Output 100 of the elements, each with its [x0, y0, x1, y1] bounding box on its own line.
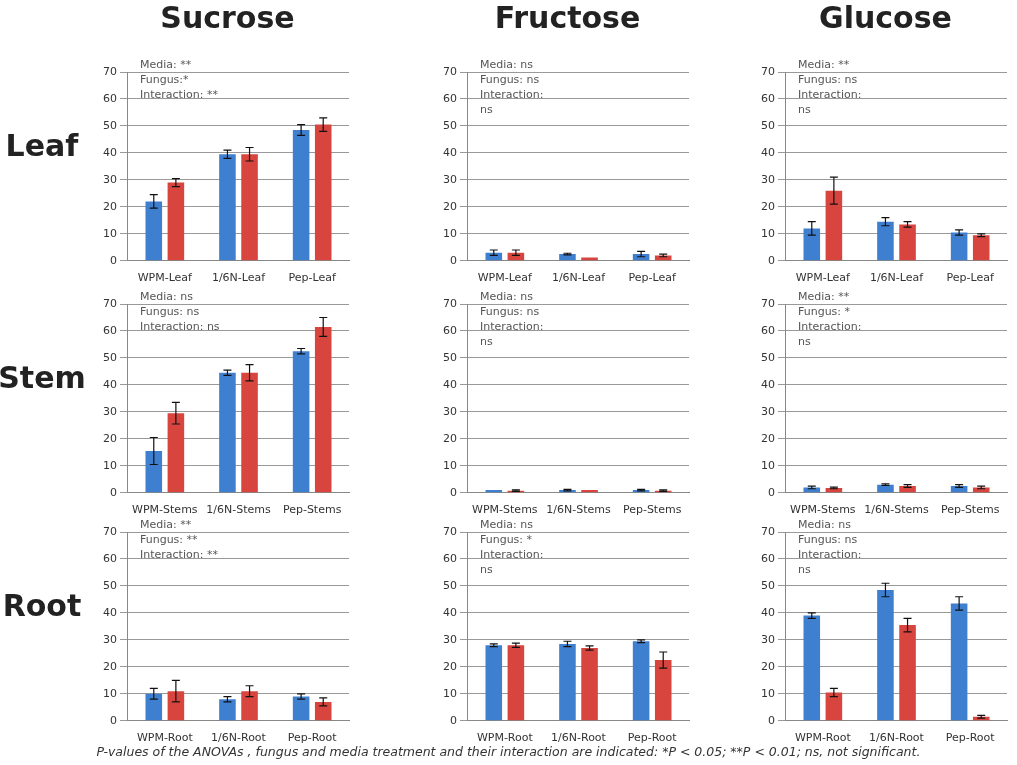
y-tick-label: 0 — [768, 713, 775, 727]
x-tick-label: Pep-Leaf — [288, 271, 337, 285]
y-tick-label: 60 — [103, 551, 117, 565]
y-tick-label: 70 — [443, 64, 457, 78]
chart-title: Glucose — [818, 0, 953, 35]
x-tick-label: Pep-Root — [627, 731, 678, 745]
y-tick-label: 40 — [761, 145, 775, 159]
x-tick-label: 1/6N-Stems — [864, 503, 929, 517]
x-tick-label: 1/6N-Leaf — [211, 271, 267, 285]
y-tick-label: 60 — [103, 91, 117, 105]
y-tick-label: 20 — [443, 659, 457, 673]
y-tick-label: 0 — [110, 485, 117, 499]
bar — [877, 589, 894, 721]
chart-title: Fructose — [493, 0, 642, 35]
y-tick-label: 10 — [443, 458, 457, 472]
x-tick-label: WPM-Leaf — [137, 271, 194, 285]
annotation: Media: ns Fungus: ns Interaction: ns — [480, 58, 544, 117]
x-tick-label: 1/6N-Leaf — [869, 271, 925, 285]
y-tick-label: 50 — [761, 350, 775, 364]
bar — [219, 154, 236, 261]
text: P-values of the ANOVAs , fungus and media treatment and their interaction are indicated: *P < 0.05; **P < 0.01; ns, not significant. — [95, 744, 922, 759]
bar — [292, 351, 310, 493]
bar — [899, 625, 916, 721]
y-tick-label: 30 — [443, 172, 457, 186]
bar — [654, 660, 672, 721]
bar — [950, 232, 968, 261]
bar — [950, 603, 968, 721]
y-tick-label: 20 — [443, 199, 457, 213]
y-tick-label: 10 — [103, 226, 117, 240]
annotation: Media: ** Fungus: * Interaction: ns — [798, 290, 862, 349]
bar — [581, 647, 598, 721]
y-tick-label: 30 — [443, 404, 457, 418]
bar — [825, 692, 843, 721]
x-tick-label: 1/6N-Root — [869, 731, 925, 745]
y-tick-label: 20 — [443, 431, 457, 445]
x-tick-label: WPM-Root — [136, 731, 194, 745]
annotation: Media: ns Fungus: ns Interaction: ns — [480, 290, 544, 349]
y-tick-label: 70 — [761, 524, 775, 538]
x-tick-label: WPM-Leaf — [795, 271, 852, 285]
y-tick-label: 10 — [761, 458, 775, 472]
x-tick-label: WPM-Root — [794, 731, 852, 745]
y-tick-label: 40 — [103, 605, 117, 619]
y-tick-label: 20 — [103, 199, 117, 213]
y-tick-label: 30 — [761, 172, 775, 186]
annotation: Media: ns Fungus: * Interaction: ns — [480, 518, 544, 577]
x-tick-label: Pep-Root — [287, 731, 338, 745]
y-tick-label: 60 — [761, 323, 775, 337]
x-tick-label: Pep-Stems — [622, 503, 682, 517]
y-tick-label: 0 — [768, 485, 775, 499]
x-tick-label: WPM-Leaf — [477, 271, 534, 285]
bar — [241, 154, 258, 261]
y-tick-label: 60 — [103, 323, 117, 337]
bar — [877, 221, 894, 261]
y-axis-title: Stem — [0, 360, 87, 395]
y-tick-label: 70 — [443, 524, 457, 538]
y-tick-label: 60 — [443, 323, 457, 337]
y-tick-label: 20 — [761, 431, 775, 445]
annotation: Media: ** Fungus: ns Interaction: ns — [798, 58, 862, 117]
y-tick-label: 30 — [761, 404, 775, 418]
y-tick-label: 20 — [103, 431, 117, 445]
y-tick-label: 30 — [103, 632, 117, 646]
y-tick-label: 0 — [110, 713, 117, 727]
bar — [314, 124, 332, 261]
x-tick-label: 1/6N-Root — [211, 731, 267, 745]
bar — [507, 645, 525, 721]
y-tick-label: 50 — [761, 118, 775, 132]
y-tick-label: 40 — [443, 377, 457, 391]
annotation: Media: ns Fungus: ns Interaction: ns — [798, 518, 862, 577]
bar — [167, 182, 185, 261]
bar — [241, 372, 258, 493]
y-tick-label: 40 — [761, 377, 775, 391]
x-tick-label: WPM-Stems — [790, 503, 856, 517]
y-tick-label: 50 — [103, 578, 117, 592]
bar — [145, 201, 163, 261]
x-tick-label: 1/6N-Stems — [206, 503, 271, 517]
y-tick-label: 60 — [761, 551, 775, 565]
x-tick-label: 1/6N-Stems — [546, 503, 611, 517]
y-tick-label: 20 — [103, 659, 117, 673]
bar — [972, 235, 990, 261]
y-axis-title: Root — [1, 588, 83, 623]
y-tick-label: 30 — [443, 632, 457, 646]
y-tick-label: 0 — [450, 253, 457, 267]
y-tick-label: 50 — [103, 350, 117, 364]
annotation: Media: ** Fungus:* Interaction: ** — [140, 58, 219, 102]
y-tick-label: 40 — [443, 145, 457, 159]
bar — [632, 641, 650, 721]
x-tick-label: WPM-Stems — [472, 503, 538, 517]
y-tick-label: 30 — [103, 404, 117, 418]
y-tick-label: 0 — [768, 253, 775, 267]
x-tick-label: Pep-Root — [945, 731, 996, 745]
y-tick-label: 10 — [103, 686, 117, 700]
x-tick-label: WPM-Stems — [132, 503, 198, 517]
y-tick-label: 0 — [450, 713, 457, 727]
bar — [314, 326, 332, 493]
y-axis-title: Leaf — [4, 128, 80, 163]
y-tick-label: 70 — [103, 524, 117, 538]
annotation: Media: ** Fungus: ** Interaction: ** — [140, 518, 219, 562]
x-tick-label: Pep-Leaf — [946, 271, 995, 285]
bar — [485, 645, 503, 721]
x-tick-label: Pep-Stems — [940, 503, 1000, 517]
